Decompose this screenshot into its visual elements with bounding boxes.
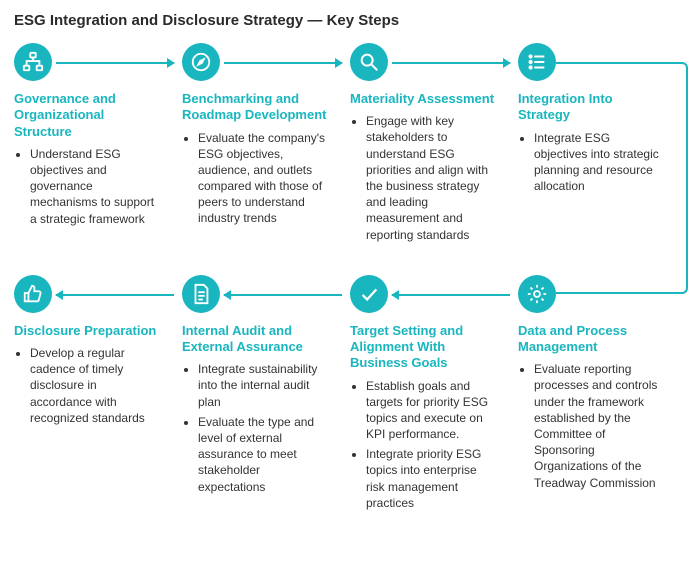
bullet: Evaluate reporting processes and control… [534, 361, 666, 491]
arrow-r2-3 [392, 294, 510, 296]
diagram: Governance and Organizational Structure … [14, 43, 681, 515]
step-disclosure: Disclosure Preparation Develop a regular… [14, 275, 162, 515]
bullet-list: Understand ESG objectives and governance… [14, 146, 162, 227]
step-title: Internal Audit and External Assurance [182, 323, 330, 356]
bullet: Establish goals and targets for priority… [366, 378, 498, 443]
arrow-r2-1 [56, 294, 174, 296]
thumbs-up-icon [14, 275, 52, 313]
list-icon [518, 43, 556, 81]
org-chart-icon [14, 43, 52, 81]
step-audit: Internal Audit and External Assurance In… [182, 275, 330, 515]
bullet: Evaluate the type and level of external … [198, 414, 330, 495]
bullet-list: Evaluate the company's ESG objectives, a… [182, 130, 330, 227]
arrow-r2-2 [224, 294, 342, 296]
arrow-r1-2 [224, 62, 342, 64]
arrow-r1-1 [56, 62, 174, 64]
arrow-r1-3 [392, 62, 510, 64]
bullet-list: Evaluate reporting processes and control… [518, 361, 666, 491]
bullet: Evaluate the company's ESG objectives, a… [198, 130, 330, 227]
step-title: Data and Process Management [518, 323, 666, 356]
bullet-list: Engage with key stakeholders to understa… [350, 113, 498, 243]
step-title: Materiality Assessment [350, 91, 498, 107]
step-title: Benchmarking and Roadmap Development [182, 91, 330, 124]
bullet: Integrate sustainability into the intern… [198, 361, 330, 410]
bullet-list: Establish goals and targets for priority… [350, 378, 498, 512]
connector-right-loop [556, 62, 688, 294]
bullet: Integrate priority ESG topics into enter… [366, 446, 498, 511]
bullet: Develop a regular cadence of timely disc… [30, 345, 162, 426]
gear-icon [518, 275, 556, 313]
magnifier-icon [350, 43, 388, 81]
step-title: Disclosure Preparation [14, 323, 162, 339]
step-materiality: Materiality Assessment Engage with key s… [350, 43, 498, 247]
row-2: Disclosure Preparation Develop a regular… [14, 275, 681, 515]
bullet-list: Develop a regular cadence of timely disc… [14, 345, 162, 426]
document-icon [182, 275, 220, 313]
step-title: Governance and Organizational Structure [14, 91, 162, 140]
step-governance: Governance and Organizational Structure … [14, 43, 162, 247]
step-targets: Target Setting and Alignment With Busine… [350, 275, 498, 515]
check-icon [350, 275, 388, 313]
bullet: Engage with key stakeholders to understa… [366, 113, 498, 243]
page-title: ESG Integration and Disclosure Strategy … [14, 12, 681, 29]
compass-icon [182, 43, 220, 81]
step-title: Target Setting and Alignment With Busine… [350, 323, 498, 372]
step-data-process: Data and Process Management Evaluate rep… [518, 275, 666, 515]
bullet: Understand ESG objectives and governance… [30, 146, 162, 227]
step-benchmarking: Benchmarking and Roadmap Development Eva… [182, 43, 330, 247]
bullet-list: Integrate sustainability into the intern… [182, 361, 330, 495]
